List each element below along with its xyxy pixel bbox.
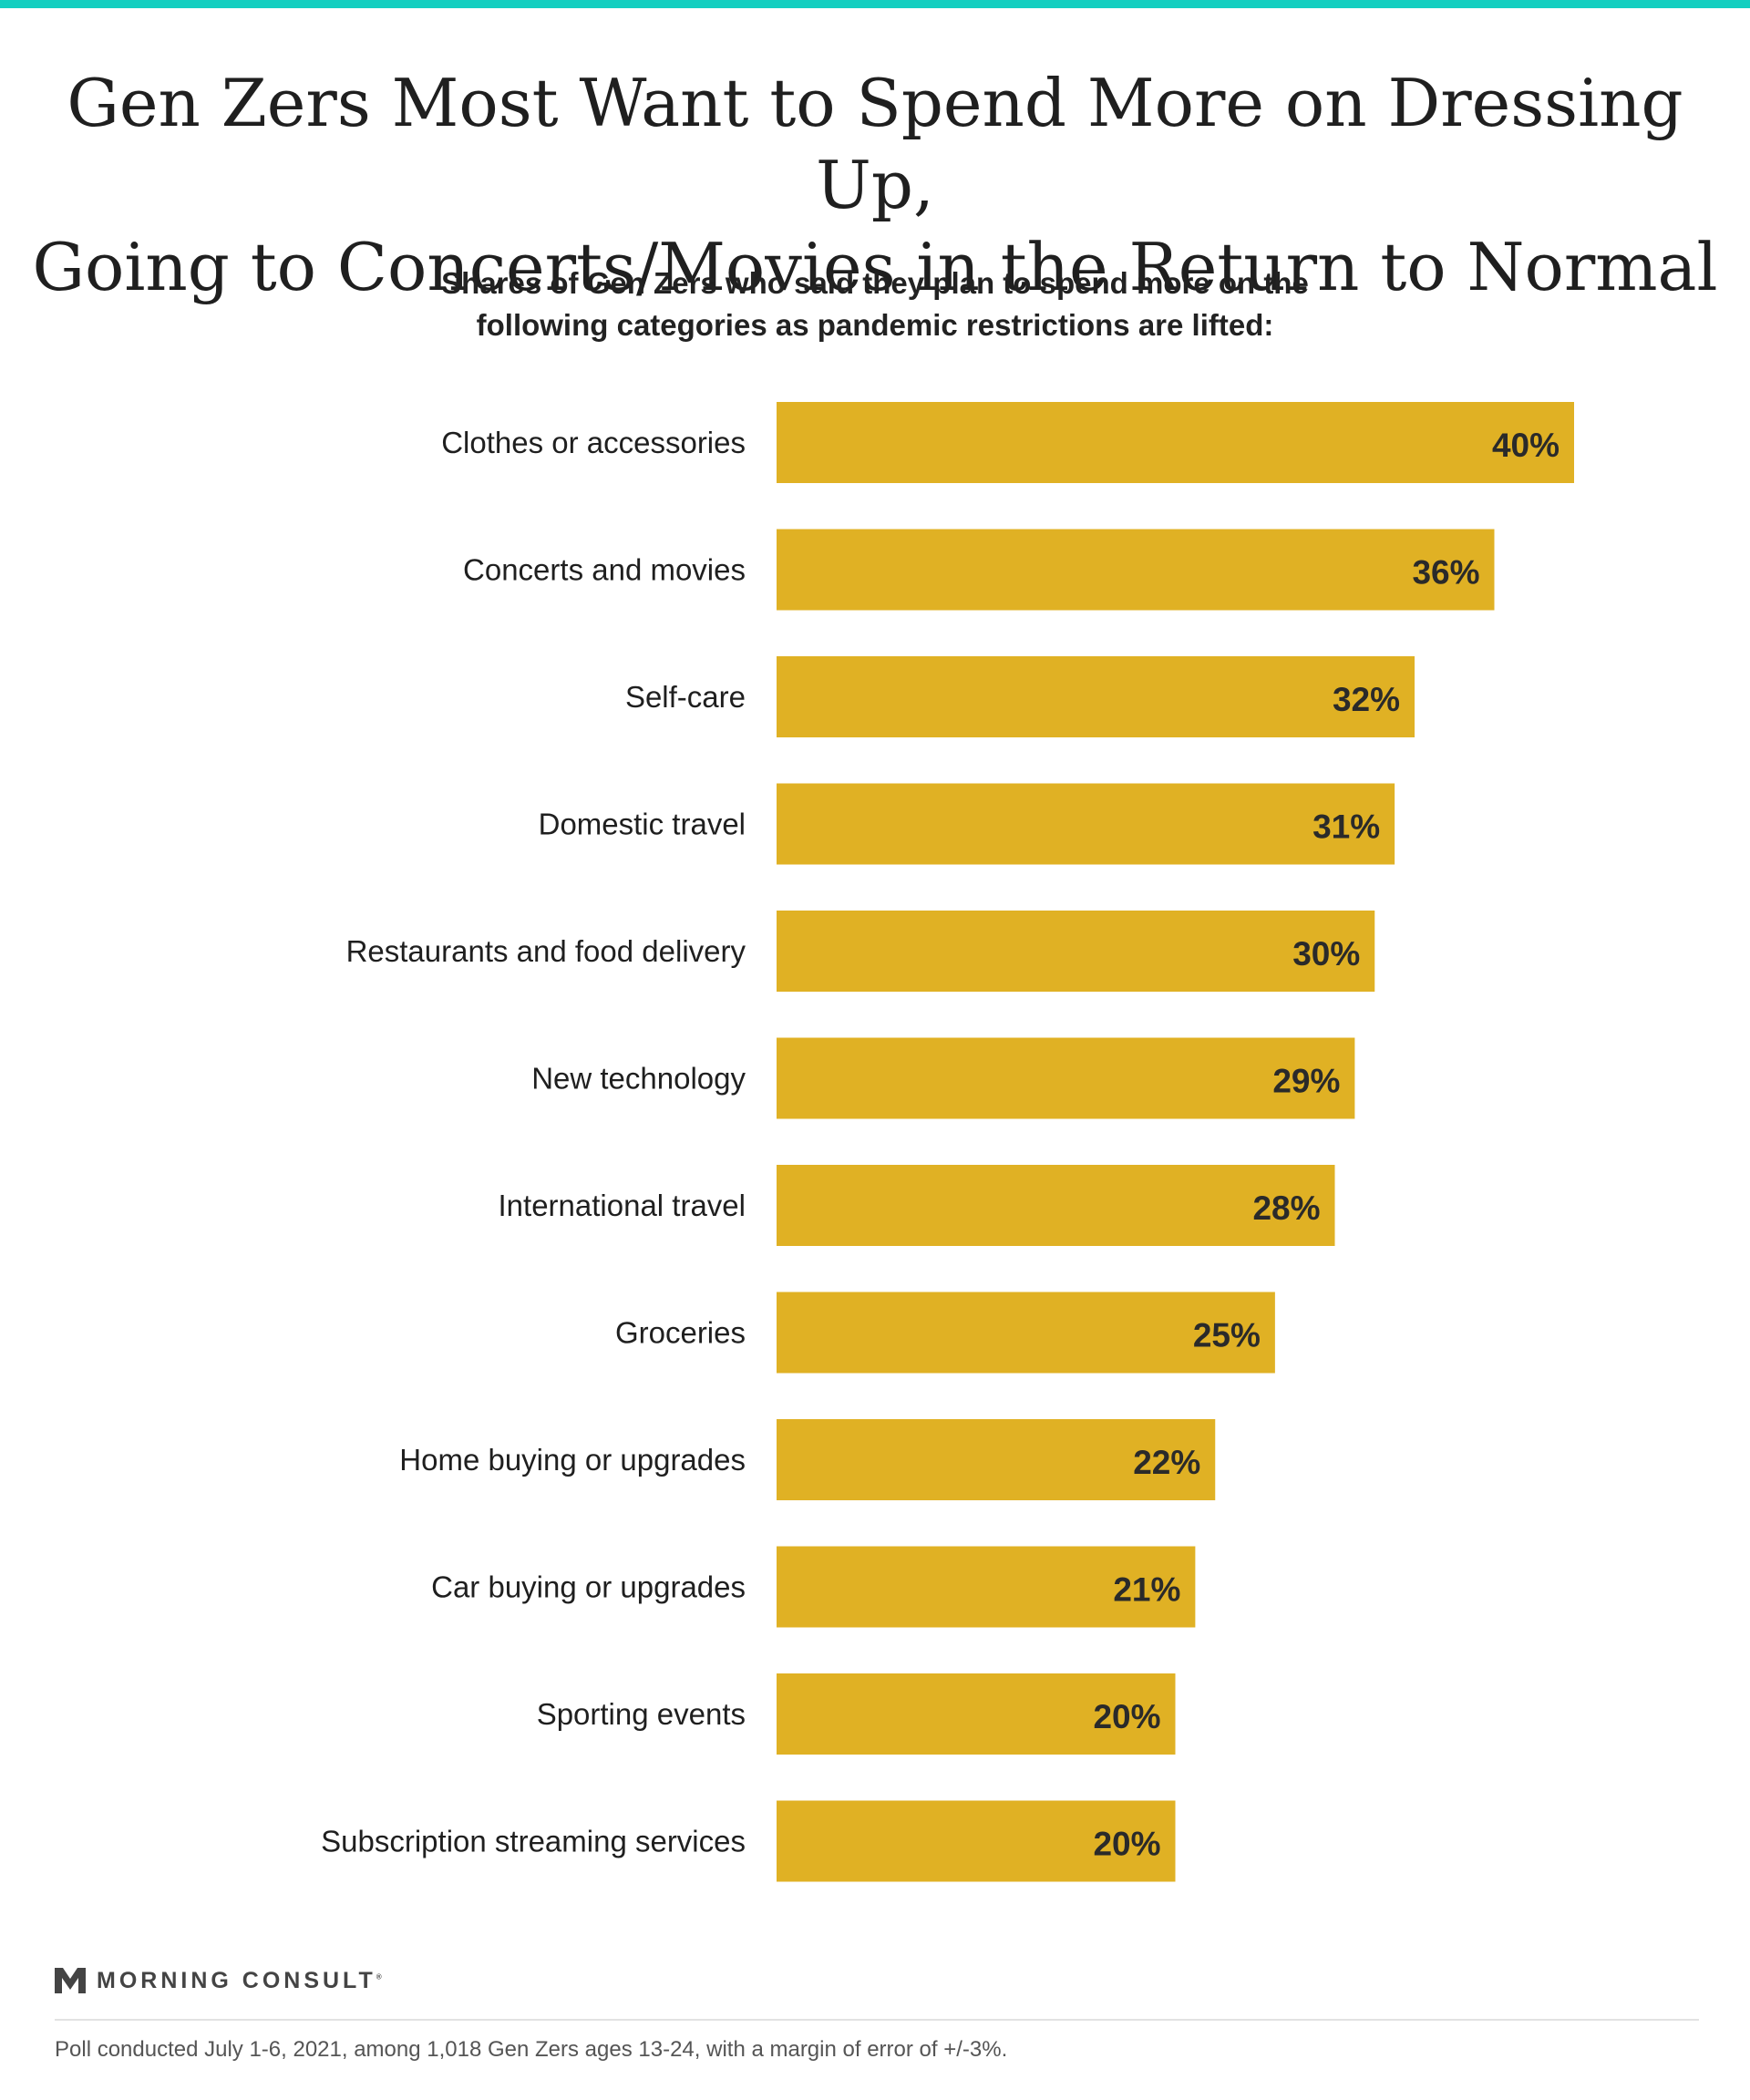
value-label: 28%: [1252, 1189, 1320, 1227]
bar: [777, 1292, 1275, 1374]
brand-logo: MORNING CONSULT®: [55, 1965, 386, 1996]
morning-consult-logo-icon: [55, 1968, 86, 1993]
value-label: 25%: [1193, 1317, 1261, 1354]
bar: [777, 1800, 1176, 1882]
category-label: New technology: [531, 1062, 746, 1096]
bar: [777, 1673, 1176, 1755]
category-label: Subscription streaming services: [321, 1825, 746, 1858]
value-label: 22%: [1133, 1444, 1200, 1481]
top-accent-bar: [0, 0, 1750, 8]
bar: [777, 911, 1375, 992]
footnote: Poll conducted July 1-6, 2021, among 1,0…: [55, 2037, 1008, 2062]
chart-title-line-2: Going to Concerts/Movies in the Return t…: [32, 229, 1718, 305]
chart-subtitle-line-1: Shares of Gen Zers who said they plan to…: [441, 266, 1309, 300]
chart-title-line-1: Gen Zers Most Want to Spend More on Dres…: [67, 65, 1683, 223]
chart-subtitle: Shares of Gen Zers who said they plan to…: [0, 262, 1750, 346]
value-label: 20%: [1093, 1698, 1160, 1735]
chart-title: Gen Zers Most Want to Spend More on Dres…: [0, 62, 1750, 308]
bar: [777, 402, 1574, 483]
brand-name: MORNING CONSULT: [97, 1967, 376, 1993]
registered-mark: ®: [376, 1972, 386, 1982]
category-label: Clothes or accessories: [441, 426, 746, 459]
category-label: Car buying or upgrades: [431, 1570, 746, 1604]
category-label: Sporting events: [537, 1697, 746, 1731]
chart-subtitle-line-2: following categories as pandemic restric…: [476, 308, 1274, 342]
brand-logo-text: MORNING CONSULT®: [97, 1968, 386, 1994]
category-label: Concerts and movies: [463, 553, 746, 587]
value-label: 40%: [1492, 427, 1560, 464]
value-label: 32%: [1333, 681, 1400, 718]
category-label: Groceries: [615, 1316, 746, 1350]
category-label: Home buying or upgrades: [399, 1443, 746, 1477]
value-label: 29%: [1272, 1063, 1340, 1100]
category-label: Self-care: [625, 680, 746, 714]
bar: [777, 1037, 1355, 1119]
bar: [777, 1419, 1216, 1500]
value-label: 36%: [1412, 554, 1479, 592]
bar: [777, 656, 1415, 737]
value-label: 20%: [1093, 1826, 1160, 1863]
bar-chart: Clothes or accessories 40% Concerts and mo…: [321, 402, 1574, 1882]
value-label: 31%: [1312, 808, 1380, 846]
bar: [777, 529, 1495, 611]
bar: [777, 783, 1395, 865]
value-label: 21%: [1113, 1571, 1180, 1609]
category-label: International travel: [499, 1189, 746, 1222]
category-label: Domestic travel: [539, 808, 746, 841]
footer-divider: [55, 2019, 1699, 2021]
bar: [777, 1165, 1335, 1246]
category-label: Restaurants and food delivery: [346, 934, 746, 968]
bar: [777, 1546, 1196, 1628]
value-label: 30%: [1292, 935, 1360, 973]
